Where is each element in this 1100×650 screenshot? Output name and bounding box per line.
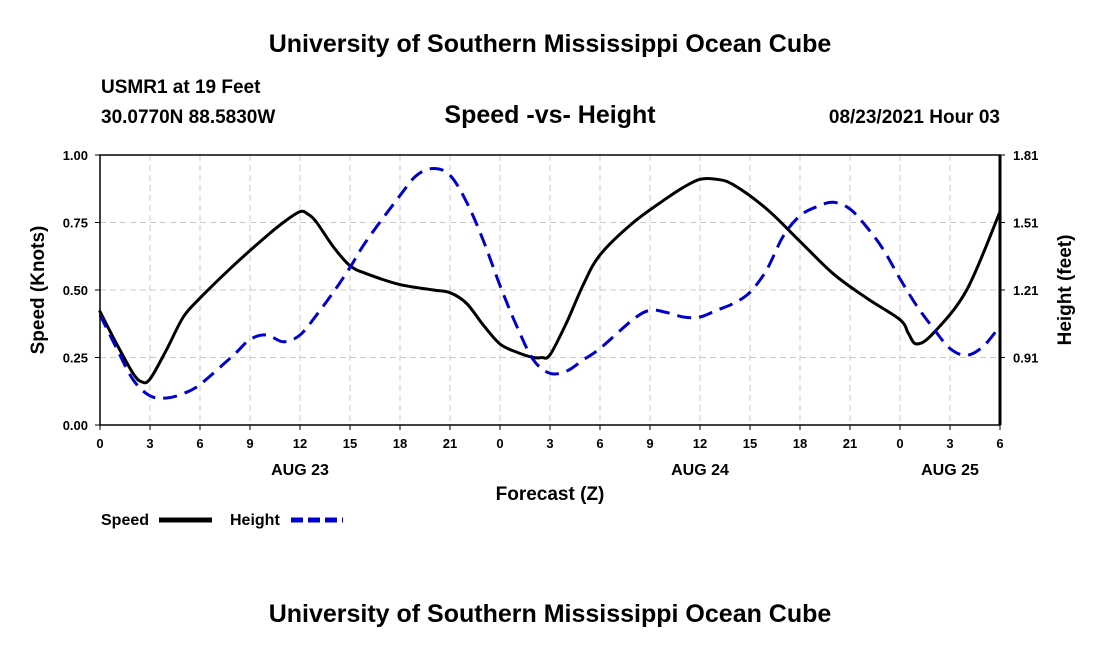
x-axis-label: Forecast (Z) xyxy=(496,484,605,505)
date-label: AUG 24 xyxy=(671,462,729,479)
x-tick-label: 3 xyxy=(146,436,153,451)
x-tick-label: 15 xyxy=(343,436,357,451)
y-axis-label: Speed (Knots) xyxy=(28,226,49,355)
y2-tick-label: 1.21 xyxy=(1013,283,1038,298)
x-tick-label: 21 xyxy=(843,436,857,451)
y-tick-label: 0.75 xyxy=(63,216,88,231)
legend: Speed Height xyxy=(101,512,343,529)
x-tick-label: 18 xyxy=(393,436,407,451)
legend-height-label: Height xyxy=(230,512,280,529)
y-tick-label: 1.00 xyxy=(63,148,88,163)
x-tick-label: 0 xyxy=(896,436,903,451)
x-tick-label: 9 xyxy=(246,436,253,451)
date-label: AUG 23 xyxy=(271,462,329,479)
x-tick-label: 9 xyxy=(646,436,653,451)
x-tick-label: 0 xyxy=(496,436,503,451)
x-tick-label: 18 xyxy=(793,436,807,451)
chart-title: Speed -vs- Height xyxy=(444,101,656,129)
x-tick-label: 3 xyxy=(546,436,553,451)
legend-speed-label: Speed xyxy=(101,512,149,529)
axes: 0 3 6 9 12 15 18 21 0 3 6 9 12 15 18 21 0 3 6 AUG 23 AUG 24 A… xyxy=(63,148,1039,479)
series-line-height xyxy=(98,167,1002,400)
x-tick-label: 0 xyxy=(96,436,103,451)
date-label: AUG 25 xyxy=(921,462,979,479)
series-layer xyxy=(98,167,1002,400)
y-tick-label: 0.50 xyxy=(63,283,88,298)
series-line-speed xyxy=(98,176,1002,385)
x-tick-label: 3 xyxy=(946,436,953,451)
y-tick-label: 0.00 xyxy=(63,418,88,433)
coordinates-label: 30.0770N 88.5830W xyxy=(101,107,276,128)
y2-tick-label: 0.91 xyxy=(1013,351,1038,366)
x-tick-label: 6 xyxy=(196,436,203,451)
station-label: USMR1 at 19 Feet xyxy=(101,77,261,98)
x-tick-label: 21 xyxy=(443,436,457,451)
x-tick-label: 6 xyxy=(596,436,603,451)
grid xyxy=(100,155,1000,425)
top-title: University of Southern Mississippi Ocean… xyxy=(268,30,832,58)
bottom-title: University of Southern Mississippi Ocean… xyxy=(268,600,832,628)
y2-tick-label: 1.51 xyxy=(1013,216,1038,231)
x-tick-label: 12 xyxy=(693,436,707,451)
y2-axis-label: Height (feet) xyxy=(1055,235,1076,346)
run-time-label: 08/23/2021 Hour 03 xyxy=(828,107,1000,128)
x-tick-label: 12 xyxy=(293,436,307,451)
y2-tick-label: 1.81 xyxy=(1013,148,1038,163)
x-tick-label: 15 xyxy=(743,436,757,451)
y-tick-label: 0.25 xyxy=(63,351,88,366)
x-tick-label: 6 xyxy=(996,436,1003,451)
